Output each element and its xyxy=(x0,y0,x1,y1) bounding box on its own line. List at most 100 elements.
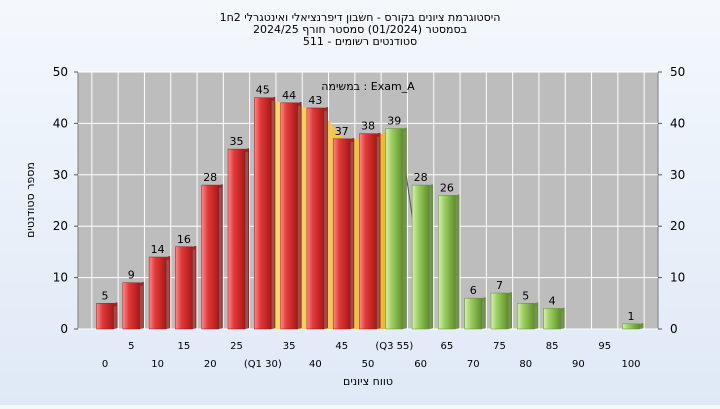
x-tick-label: (Q1 30) xyxy=(244,359,282,370)
bar xyxy=(543,308,561,330)
bar-value-label: 5 xyxy=(522,289,529,302)
y-tick-label-right: 20 xyxy=(670,219,685,233)
y-tick-label-left: 10 xyxy=(53,271,68,285)
y-tick-label-right: 10 xyxy=(670,271,685,285)
x-tick-label: 70 xyxy=(467,359,480,370)
bar-side xyxy=(455,194,460,329)
x-tick-label: 95 xyxy=(598,341,611,352)
bar xyxy=(385,128,404,330)
bar xyxy=(490,292,509,330)
bar xyxy=(438,195,456,330)
bar-side xyxy=(139,281,144,329)
x-tick-label: 5 xyxy=(128,341,134,352)
bar-value-label: 45 xyxy=(256,84,270,97)
bar-value-label: 16 xyxy=(177,233,191,246)
bar-side xyxy=(192,245,197,329)
x-tick-label: 100 xyxy=(621,359,640,370)
y-tick-label-right: 50 xyxy=(670,65,685,79)
x-tick-label: 75 xyxy=(493,341,506,352)
chart-title-line-2: בסמסטר (01/2024) סמסטר חורף 2024/25 xyxy=(253,23,467,36)
bar xyxy=(517,303,535,330)
bar xyxy=(254,97,272,330)
bar-value-label: 9 xyxy=(128,269,135,282)
bar-value-label: 35 xyxy=(230,135,244,148)
bar-value-label: 39 xyxy=(387,115,401,128)
bar-value-label: 4 xyxy=(549,294,556,307)
bar-value-label: 6 xyxy=(470,284,477,297)
chart-title-line-1: היסטוגרמת ציונים בקורס - חשבון דיפרנציאל… xyxy=(220,11,501,24)
x-tick-label: 85 xyxy=(546,341,559,352)
bar-side xyxy=(166,256,171,329)
y-tick-label-left: 50 xyxy=(53,65,68,79)
x-tick-label: 45 xyxy=(335,341,348,352)
bar-value-label: 28 xyxy=(203,171,217,184)
y-tick-label-right: 0 xyxy=(670,322,678,336)
bar-side xyxy=(481,297,486,329)
bar xyxy=(306,107,325,330)
bar-value-label: 5 xyxy=(102,289,109,302)
bar-value-label: 38 xyxy=(361,120,375,133)
bar-value-label: 44 xyxy=(282,89,296,102)
data-labels: 5 9 14 16 28 35 45 44 43 37 38 39 28 26 6 7 5 4 1 xyxy=(102,84,635,323)
x-axis-label: טווח ציונים xyxy=(343,375,393,388)
bar xyxy=(332,138,351,330)
bar xyxy=(622,323,640,330)
x-tick-label: (Q3 55) xyxy=(375,341,413,352)
bar-side xyxy=(376,132,381,329)
bar-side xyxy=(323,106,328,329)
bar-side xyxy=(350,137,355,329)
bar xyxy=(201,184,219,330)
x-tick-label: 25 xyxy=(230,341,243,352)
y-tick-label-right: 30 xyxy=(670,168,685,182)
bar xyxy=(175,246,193,330)
bar-value-label: 7 xyxy=(496,279,503,292)
bar-side xyxy=(429,184,434,329)
bar-value-label: 37 xyxy=(335,125,349,138)
bar xyxy=(464,297,482,330)
bar-side xyxy=(508,292,512,329)
bar xyxy=(148,256,167,330)
bar-value-label: 28 xyxy=(414,171,428,184)
bar-side xyxy=(218,184,223,329)
y-tick-label-right: 40 xyxy=(670,116,685,130)
bar xyxy=(122,282,141,330)
y-tick-label-left: 20 xyxy=(53,219,68,233)
bar xyxy=(359,133,377,330)
bar xyxy=(411,184,430,330)
x-tick-label: 60 xyxy=(414,359,427,370)
bar-side xyxy=(271,96,276,329)
bar-value-label: 1 xyxy=(628,310,635,323)
bar xyxy=(96,303,114,330)
bar-side xyxy=(245,148,249,329)
x-tick-label: 50 xyxy=(362,359,375,370)
bar-value-label: 14 xyxy=(151,243,165,256)
x-tick-label: 40 xyxy=(309,359,322,370)
y-tick-label-left: 40 xyxy=(53,116,68,130)
x-tick-label: 10 xyxy=(151,359,164,370)
y-tick-label-left: 0 xyxy=(60,322,68,336)
x-tick-label: 90 xyxy=(572,359,585,370)
x-tick-label: 80 xyxy=(519,359,532,370)
y-axis-label: מספר סטודנטים xyxy=(24,162,37,238)
x-tick-label: 0 xyxy=(102,359,108,370)
bar xyxy=(280,102,298,330)
bar-side xyxy=(560,307,565,329)
bars xyxy=(96,96,644,330)
bar-value-label: 26 xyxy=(440,181,454,194)
exam-annotation: במשימה : Exam_A xyxy=(321,80,415,93)
x-tick-label: 35 xyxy=(283,341,296,352)
bar-value-label: 43 xyxy=(308,94,322,107)
x-tick-label: 20 xyxy=(204,359,217,370)
bar xyxy=(227,148,246,330)
bar-side xyxy=(534,302,539,329)
x-tick-label: 15 xyxy=(178,341,191,352)
bar-side xyxy=(639,322,644,329)
bar-side xyxy=(402,127,407,329)
x-tick-label: 65 xyxy=(441,341,454,352)
bar-side xyxy=(113,302,118,329)
bar-side xyxy=(297,101,302,329)
chart-title-line-3: סטודנטים רשומים - 511 xyxy=(303,35,417,48)
